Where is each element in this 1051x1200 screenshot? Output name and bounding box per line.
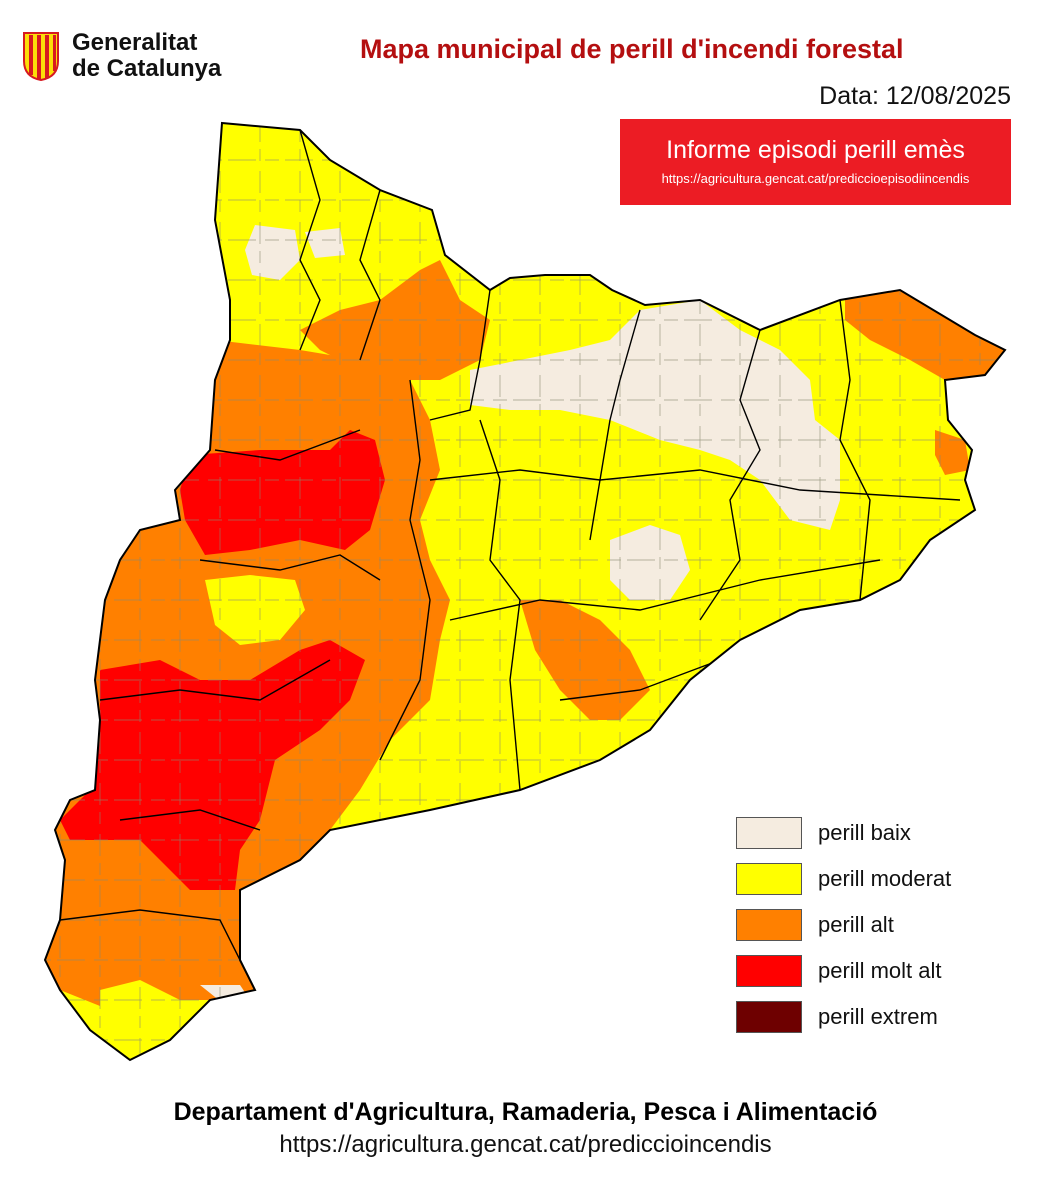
zone-molt-alt-south — [60, 640, 365, 890]
zone-baix-central — [610, 525, 690, 600]
zone-alt-central — [520, 600, 650, 720]
episode-notice-title: Informe episodi perill emès — [666, 136, 965, 164]
legend-swatch — [736, 955, 802, 987]
legend-label: perill molt alt — [818, 958, 942, 983]
legend-label: perill extrem — [818, 1004, 938, 1029]
episode-notice[interactable]: Informe episodi perill emès https://agri… — [620, 119, 1011, 205]
legend-item-baix: perill baix — [736, 810, 951, 856]
episode-notice-link[interactable]: https://agricultura.gencat.cat/prediccio… — [661, 171, 970, 186]
footer-link[interactable]: https://agricultura.gencat.cat/prediccio… — [279, 1131, 772, 1158]
page-title: Mapa municipal de perill d'incendi fores… — [360, 34, 904, 64]
legend-label: perill baix — [818, 820, 911, 845]
zone-alt-north — [300, 260, 490, 380]
zone-alt-northeast — [845, 290, 1005, 380]
zone-alt-coast — [935, 430, 970, 475]
footer: Departament d'Agricultura, Ramaderia, Pe… — [0, 1098, 1051, 1159]
legend-swatch — [736, 863, 802, 895]
zone-baix-north — [245, 225, 300, 280]
logo-line-2: de Catalunya — [72, 55, 222, 82]
legend-swatch — [736, 1001, 802, 1033]
zone-molt-alt-north — [180, 430, 385, 555]
legend-item-alt: perill alt — [736, 902, 951, 948]
zone-baix-northeast — [470, 300, 840, 530]
logo: Generalitat de Catalunya — [22, 30, 221, 82]
map-date: Data: 12/08/2025 — [819, 82, 1011, 110]
logo-line-1: Generalitat — [72, 29, 198, 56]
catalonia-fire-danger-map — [43, 121, 1007, 1062]
legend: perill baix perill moderat perill alt pe… — [736, 810, 951, 1040]
zone-moderat-pocket-west — [205, 575, 305, 645]
legend-label: perill alt — [818, 912, 894, 937]
generalitat-senyera-icon — [23, 32, 59, 81]
legend-item-moderat: perill moderat — [736, 856, 951, 902]
legend-item-extrem: perill extrem — [736, 994, 951, 1040]
comarca-boundaries — [59, 129, 961, 961]
legend-label: perill moderat — [818, 866, 952, 891]
zone-baix-north-2 — [305, 228, 345, 258]
footer-department: Departament d'Agricultura, Ramaderia, Pe… — [173, 1098, 878, 1126]
legend-item-molt-alt: perill molt alt — [736, 948, 951, 994]
legend-swatch — [736, 909, 802, 941]
legend-swatch — [736, 817, 802, 849]
catalonia-outline — [43, 121, 1007, 1062]
